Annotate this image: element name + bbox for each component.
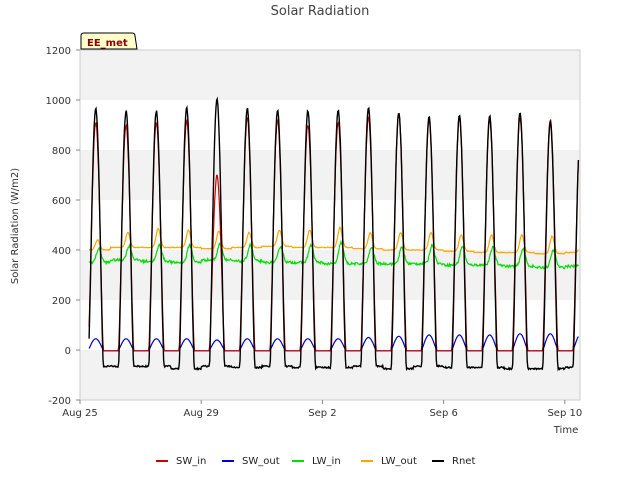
x-tick-label: Aug 29: [183, 408, 218, 419]
legend-label-rnet: Rnet: [452, 456, 475, 467]
badge-box: [80, 32, 138, 50]
badge-label: EE_met: [87, 38, 128, 49]
legend-label-sw-in: SW_in: [176, 456, 206, 467]
y-tick-label: -200: [48, 396, 71, 407]
legend: SW_in SW_out LW_in LW_out Rnet: [156, 456, 475, 467]
grid-band: [80, 150, 580, 200]
x-axis: Aug 25 Aug 29 Sep 2 Sep 6 Sep 10: [62, 400, 582, 419]
legend-label-sw-out: SW_out: [242, 456, 280, 467]
y-tick-label: 200: [52, 296, 71, 307]
chart-title: Solar Radiation: [271, 4, 370, 19]
x-axis-title: Time: [553, 425, 578, 436]
series-line-rnet: [88, 96, 580, 372]
series-layer: [88, 96, 580, 372]
x-tick-label: Sep 2: [308, 408, 336, 419]
y-tick-label: 800: [52, 146, 71, 157]
y-axis-title: Solar Radiation (W/m2): [10, 168, 21, 284]
legend-label-lw-in: LW_in: [312, 456, 341, 467]
x-tick-label: Sep 10: [547, 408, 582, 419]
y-tick-label: 600: [52, 196, 71, 207]
y-tick-label: 0: [65, 346, 71, 357]
y-tick-label: 400: [52, 246, 71, 257]
legend-label-lw-out: LW_out: [381, 456, 417, 467]
x-tick-label: Aug 25: [62, 408, 97, 419]
y-tick-label: 1200: [46, 46, 71, 57]
grid-band: [80, 50, 580, 100]
plot-frame: [79, 49, 581, 401]
x-tick-label: Sep 6: [429, 408, 457, 419]
y-axis: -200 0 200 400 600 800 1000 1200: [46, 46, 80, 407]
station-badge: EE_met: [80, 32, 138, 50]
y-tick-label: 1000: [46, 96, 71, 107]
grid-band: [80, 350, 580, 400]
